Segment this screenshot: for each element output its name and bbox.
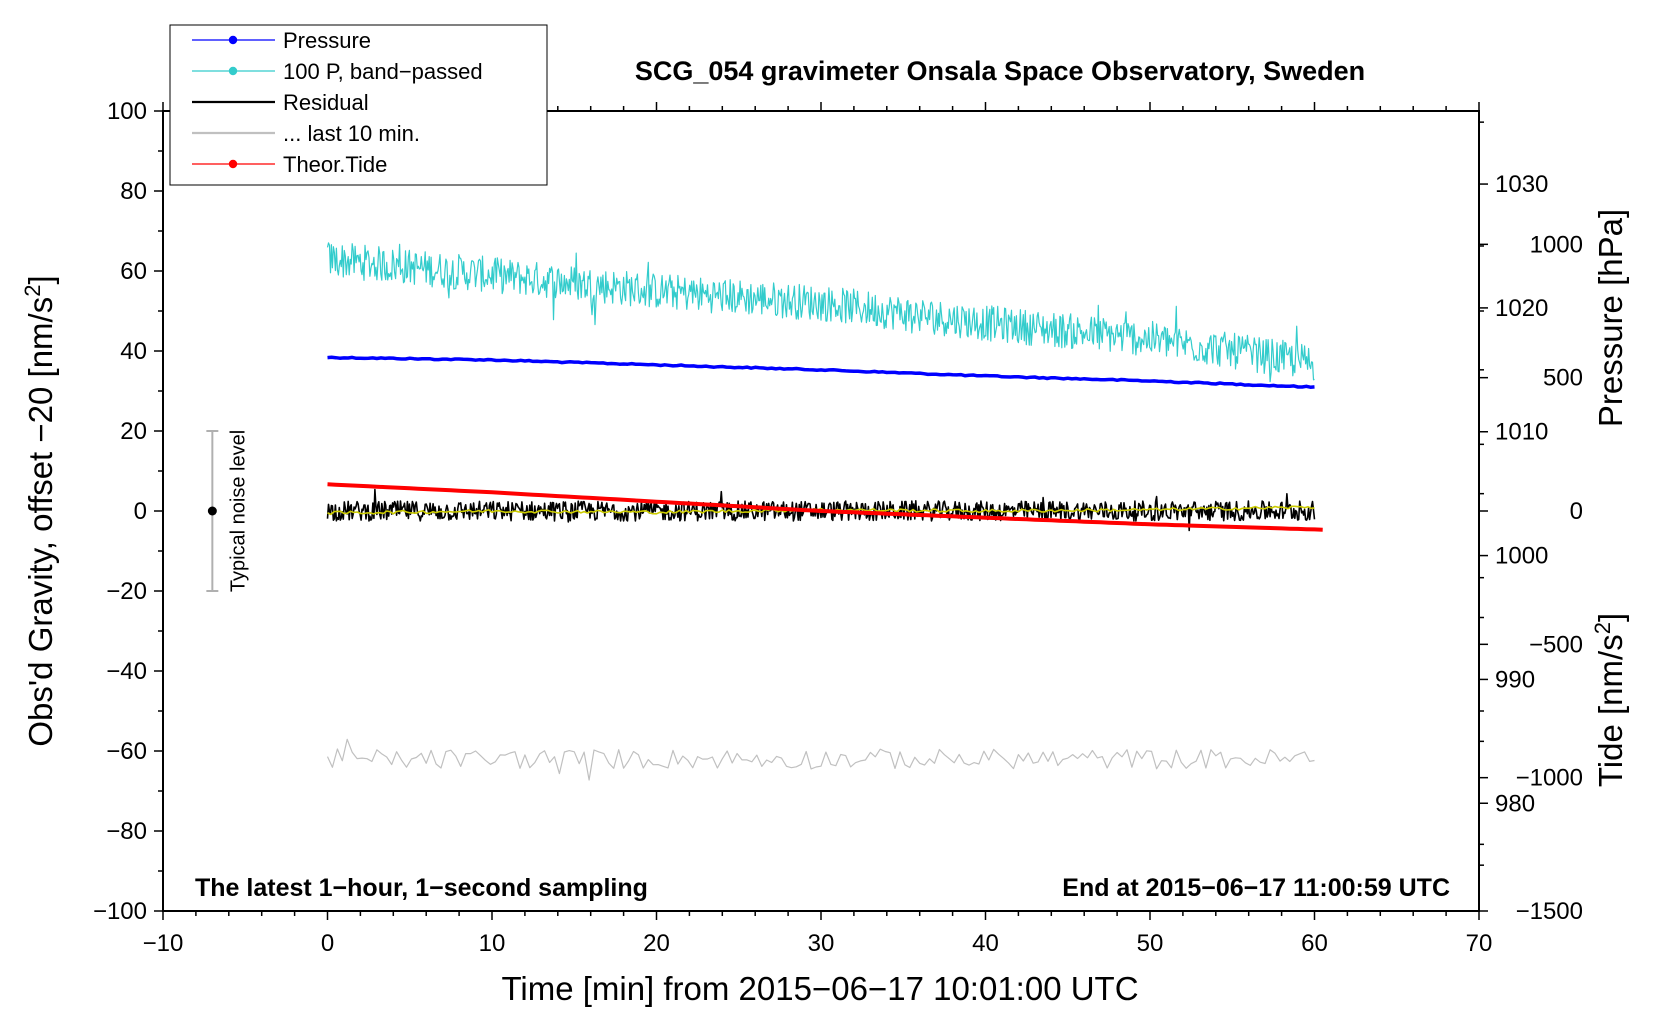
x-tick-label: 40 (972, 930, 999, 957)
series-residual-smoothed (327, 505, 1315, 516)
legend-label: Residual (283, 90, 369, 115)
noise-bar-center (207, 506, 217, 516)
y-tick-label-pressure: 980 (1495, 790, 1535, 817)
legend-label: ... last 10 min. (283, 121, 420, 146)
series-100-p-band-passed (326, 242, 1315, 383)
annotation-sampling: The latest 1−hour, 1−second sampling (195, 874, 648, 902)
y-tick-label-tide: −1000 (1516, 765, 1583, 792)
y-tick-label-left: 0 (134, 498, 147, 525)
legend-label: 100 P, band−passed (283, 59, 483, 84)
y-tick-label-left: −80 (106, 818, 147, 845)
y-axis-label-tide: Tide [nm/s2] (1590, 613, 1629, 787)
y-tick-label-pressure: 990 (1495, 666, 1535, 693)
y-tick-label-tide: 500 (1543, 365, 1583, 392)
x-tick-label: 60 (1301, 930, 1328, 957)
y-tick-label-left: 40 (120, 338, 147, 365)
legend: Pressure 100 P, band−passed Residual ... la… (169, 24, 548, 186)
y-tick-label-pressure: 1000 (1495, 543, 1548, 570)
legend-marker (228, 35, 238, 45)
x-tick-label: −10 (143, 930, 184, 957)
x-tick-label: 0 (321, 930, 334, 957)
y-axis-label-pressure: Pressure [hPa] (1592, 209, 1629, 427)
y-tick-label-left: 80 (120, 178, 147, 205)
series-last-10-min (326, 738, 1315, 781)
y-tick-label-pressure: 1010 (1495, 419, 1548, 446)
y-tick-label-pressure: 1020 (1495, 295, 1548, 322)
series-pressure (327, 355, 1315, 389)
series-residual (326, 488, 1316, 532)
x-tick-label: 10 (479, 930, 506, 957)
y-tick-label-tide: 0 (1570, 498, 1583, 525)
annotation-end-time: End at 2015−06−17 11:00:59 UTC (1062, 874, 1450, 902)
noise-bar-label: Typical noise level (227, 430, 249, 592)
legend-marker (228, 66, 238, 76)
legend-box (169, 24, 548, 186)
x-tick-label: 20 (643, 930, 670, 957)
legend-marker (228, 159, 238, 169)
y-tick-label-left: −60 (106, 738, 147, 765)
chart-title: SCG_054 gravimeter Onsala Space Observat… (635, 56, 1365, 86)
x-axis-label: Time [min] from 2015−06−17 10:01:00 UTC (501, 970, 1138, 1007)
y-tick-label-tide: 1000 (1530, 231, 1583, 258)
x-tick-label: 50 (1137, 930, 1164, 957)
legend-label: Pressure (283, 28, 371, 53)
y-tick-label-tide: −500 (1529, 631, 1583, 658)
x-tick-label: 70 (1466, 930, 1493, 957)
y-tick-label-left: 60 (120, 258, 147, 285)
x-tick-label: 30 (808, 930, 835, 957)
y-tick-label-pressure: 1030 (1495, 171, 1548, 198)
y-axis-label-left: Obs'd Gravity, offset −20 [nm/s2] (20, 275, 59, 746)
legend-label: Theor.Tide (283, 152, 387, 177)
y-tick-label-left: 100 (107, 98, 147, 125)
y-tick-label-left: −40 (106, 658, 147, 685)
y-tick-label-left: −20 (106, 578, 147, 605)
y-tick-label-tide: −1500 (1516, 898, 1583, 925)
y-tick-label-left: 20 (120, 418, 147, 445)
series-theor-tide (327, 482, 1323, 532)
y-tick-label-left: −100 (93, 898, 147, 925)
